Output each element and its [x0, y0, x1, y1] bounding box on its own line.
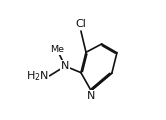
Text: Me: Me [50, 45, 64, 54]
Text: N: N [87, 91, 95, 101]
Text: N: N [61, 61, 69, 71]
Text: Cl: Cl [76, 19, 86, 29]
Text: H$_2$N: H$_2$N [26, 69, 49, 83]
